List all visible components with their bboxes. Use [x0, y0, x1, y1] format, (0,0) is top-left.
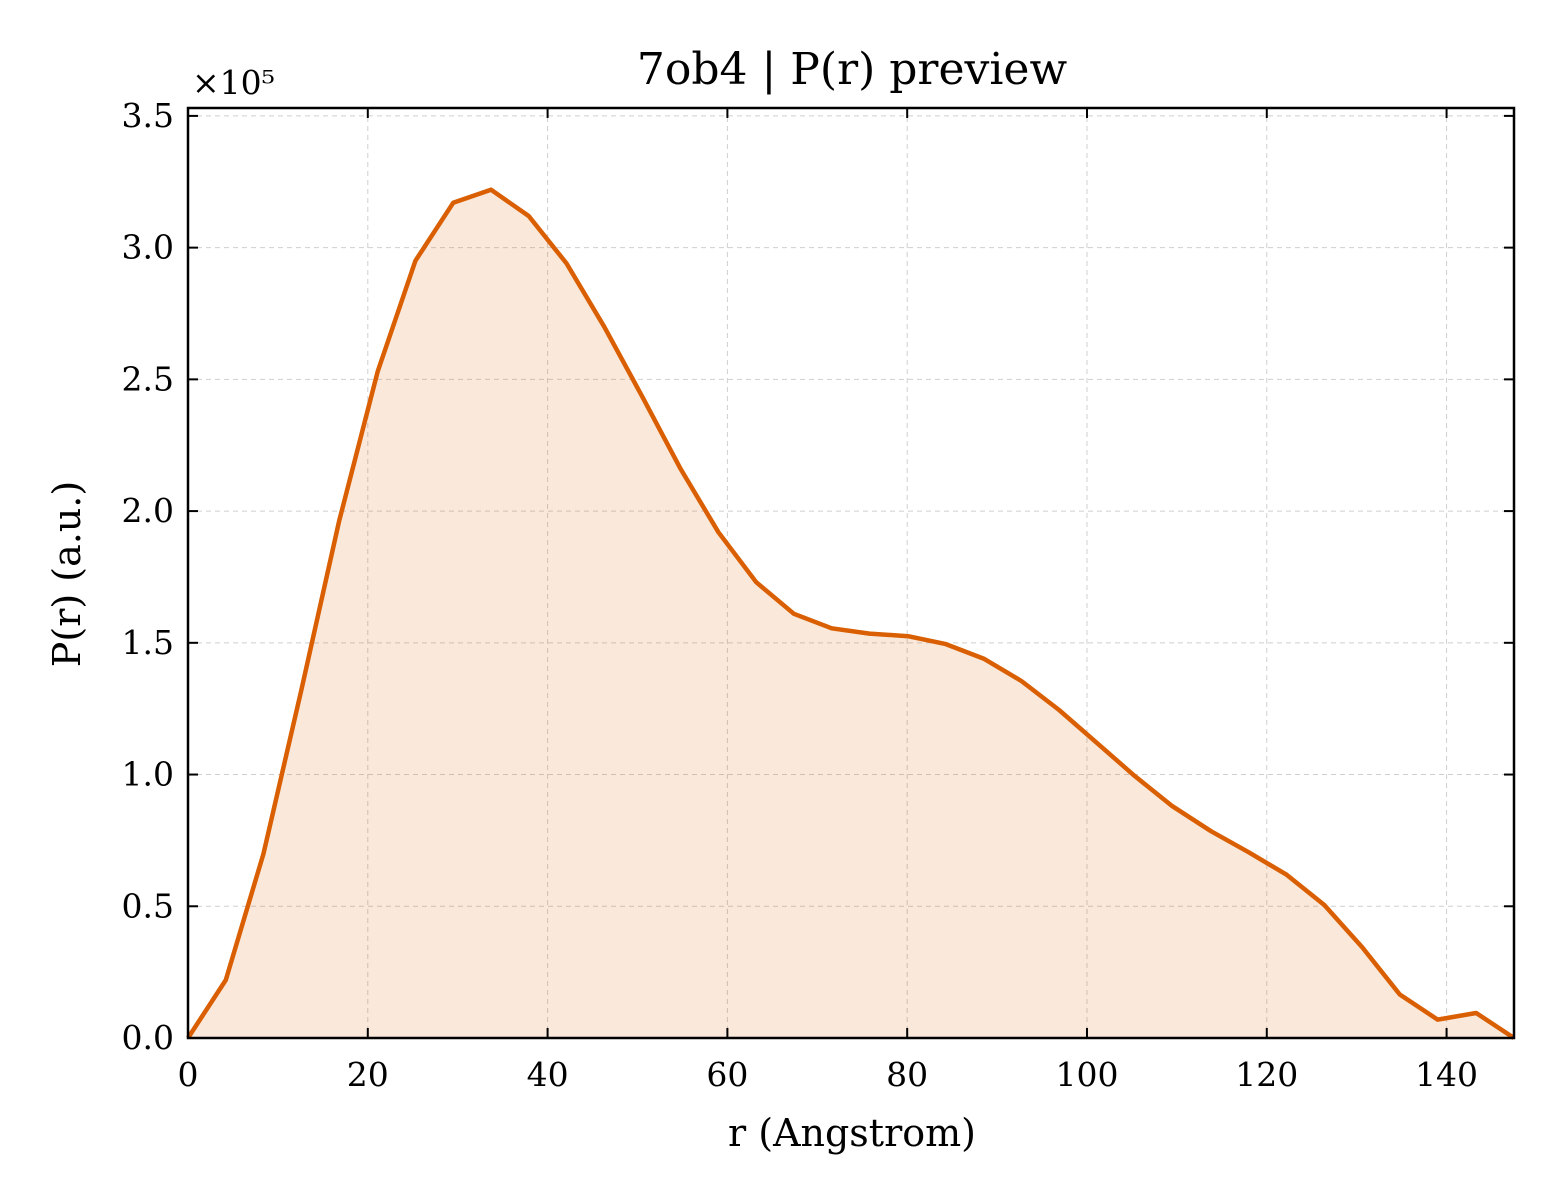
y-axis-label: P(r) (a.u.): [45, 481, 89, 667]
x-tick-label: 140: [1415, 1055, 1478, 1094]
y-tick-label: 2.5: [122, 359, 174, 398]
y-tick-labels: 0.0 0.5 1.0 1.5 2.0 2.5 3.0 3.5: [122, 96, 174, 1057]
x-tick-label: 80: [886, 1055, 928, 1094]
y-tick-label: 3.5: [122, 96, 174, 135]
y-tick-label: 3.0: [122, 228, 174, 267]
plot-frame: [186, 106, 1516, 1040]
y-tick-label: 1.5: [122, 623, 174, 662]
x-tick-label: 0: [178, 1055, 199, 1094]
y-tick-label: 0.0: [122, 1018, 174, 1057]
pr-series-line: [186, 187, 1516, 1040]
x-tick-label: 100: [1055, 1055, 1118, 1094]
x-tick-label: 60: [706, 1055, 748, 1094]
y-tick-label: 2.0: [122, 491, 174, 530]
y-tick-label: 0.5: [122, 886, 174, 925]
x-tick-label: 120: [1235, 1055, 1298, 1094]
ticks: [187, 108, 1514, 1039]
pr-area-fill: [188, 189, 1514, 1038]
x-axis-label: r (Angstrom): [728, 1111, 976, 1155]
chart-title: 7ob4 | P(r) preview: [637, 44, 1068, 95]
y-scale-label: ×10⁵: [192, 63, 275, 102]
x-tick-label: 20: [347, 1055, 389, 1094]
x-tick-label: 40: [527, 1055, 569, 1094]
y-tick-label: 1.0: [122, 755, 174, 794]
x-tick-labels: 0 20 40 60 80 100 120 140: [178, 1055, 1479, 1094]
